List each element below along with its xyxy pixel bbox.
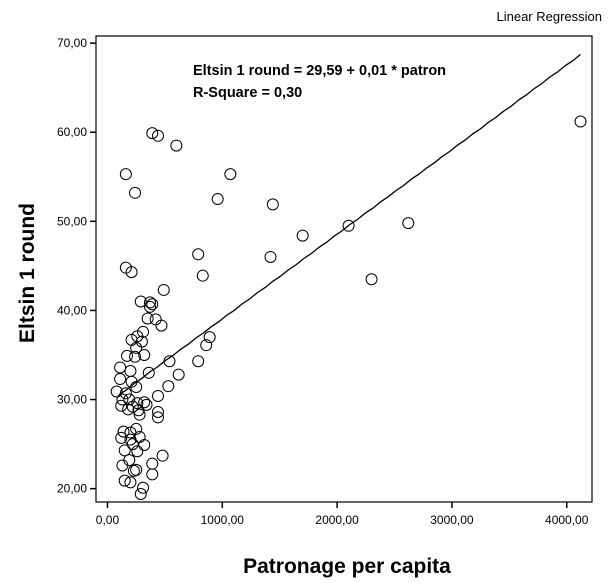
data-point-68: [138, 438, 151, 451]
data-point-63: [130, 422, 143, 435]
y-axis-title: Eltsin 1 round: [16, 203, 39, 343]
data-point-78: [118, 474, 131, 487]
x-tick-label: 2000,00: [315, 513, 359, 527]
data-point-22: [134, 295, 147, 308]
data-point-26: [141, 312, 154, 325]
axes: 20,00 30,00 40,00 50,00 60,00 70,00 0,00 1000,0…: [57, 36, 589, 527]
data-point-4: [296, 229, 309, 242]
data-point-40: [142, 366, 155, 379]
plot-frame: [95, 35, 593, 503]
data-point-1: [402, 217, 415, 230]
data-point-0: [574, 115, 587, 128]
x-axis-title: Patronage per capita: [243, 555, 451, 578]
data-point-17: [119, 168, 132, 181]
data-point-38: [114, 361, 127, 374]
x-tick-label: 3000,00: [430, 513, 474, 527]
data-point-36: [138, 348, 151, 361]
y-tick-label: 70,00: [57, 36, 87, 50]
data-point-27: [149, 313, 162, 326]
data-point-71: [156, 449, 169, 462]
data-point-41: [172, 368, 185, 381]
data-point-39: [124, 365, 137, 378]
data-point-21: [157, 283, 170, 296]
data-point-61: [117, 425, 130, 438]
x-tick-label: 4000,00: [545, 513, 589, 527]
data-point-58: [152, 406, 164, 419]
y-tick-label: 60,00: [57, 125, 87, 139]
data-point-60: [133, 408, 146, 421]
x-tick-label: 0,00: [96, 513, 120, 527]
data-point-64: [115, 431, 128, 444]
data-point-7: [224, 168, 237, 181]
data-point-18: [129, 186, 142, 199]
data-point-46: [110, 385, 123, 398]
data-point-73: [116, 459, 129, 472]
data-point-16: [152, 129, 164, 142]
data-point-13: [200, 339, 213, 352]
data-point-3: [365, 273, 378, 286]
data-point-12: [203, 331, 216, 344]
regression-line: [118, 53, 581, 396]
data-point-5: [266, 198, 279, 211]
data-point-33: [130, 341, 143, 354]
data-point-35: [129, 350, 142, 363]
data-point-20: [125, 266, 138, 279]
data-point-24: [146, 298, 159, 311]
x-tick-label: 1000,00: [201, 513, 245, 527]
data-point-67: [126, 438, 139, 451]
data-point-76: [146, 457, 159, 470]
data-point-28: [155, 319, 168, 332]
data-point-70: [131, 445, 144, 458]
data-point-72: [123, 454, 136, 467]
data-points: [110, 115, 587, 500]
data-point-81: [134, 487, 147, 500]
data-point-45: [162, 380, 175, 393]
data-point-15: [146, 127, 159, 140]
data-point-75: [127, 464, 140, 477]
y-tick-label: 20,00: [57, 482, 87, 496]
data-point-14: [170, 139, 183, 152]
data-point-48: [123, 393, 136, 406]
data-point-53: [115, 399, 128, 412]
data-point-34: [121, 349, 133, 362]
data-point-51: [131, 397, 144, 410]
data-point-23: [143, 296, 156, 309]
data-point-50: [152, 389, 164, 402]
data-point-2: [342, 219, 355, 232]
data-point-69: [118, 444, 131, 457]
y-tick-label: 40,00: [57, 303, 87, 317]
data-point-10: [196, 269, 209, 282]
data-point-9: [192, 248, 205, 261]
data-point-42: [114, 373, 127, 386]
data-point-80: [137, 481, 150, 494]
regression-equation: Eltsin 1 round = 29,59 + 0,01 * patron: [193, 63, 446, 79]
data-point-52: [138, 396, 151, 409]
data-point-25: [143, 300, 156, 313]
data-point-8: [211, 193, 224, 206]
data-point-79: [124, 476, 137, 489]
y-tick-label: 50,00: [57, 214, 87, 228]
data-point-11: [192, 355, 205, 368]
data-point-57: [132, 404, 145, 417]
data-point-77: [146, 468, 159, 481]
y-tick-label: 30,00: [57, 393, 87, 407]
chart-header-label: Linear Regression: [496, 9, 602, 24]
data-point-6: [264, 250, 277, 263]
data-point-59: [152, 411, 164, 424]
data-point-49: [116, 393, 129, 406]
r-square-label: R-Square = 0,30: [193, 85, 302, 101]
data-point-56: [122, 403, 135, 416]
